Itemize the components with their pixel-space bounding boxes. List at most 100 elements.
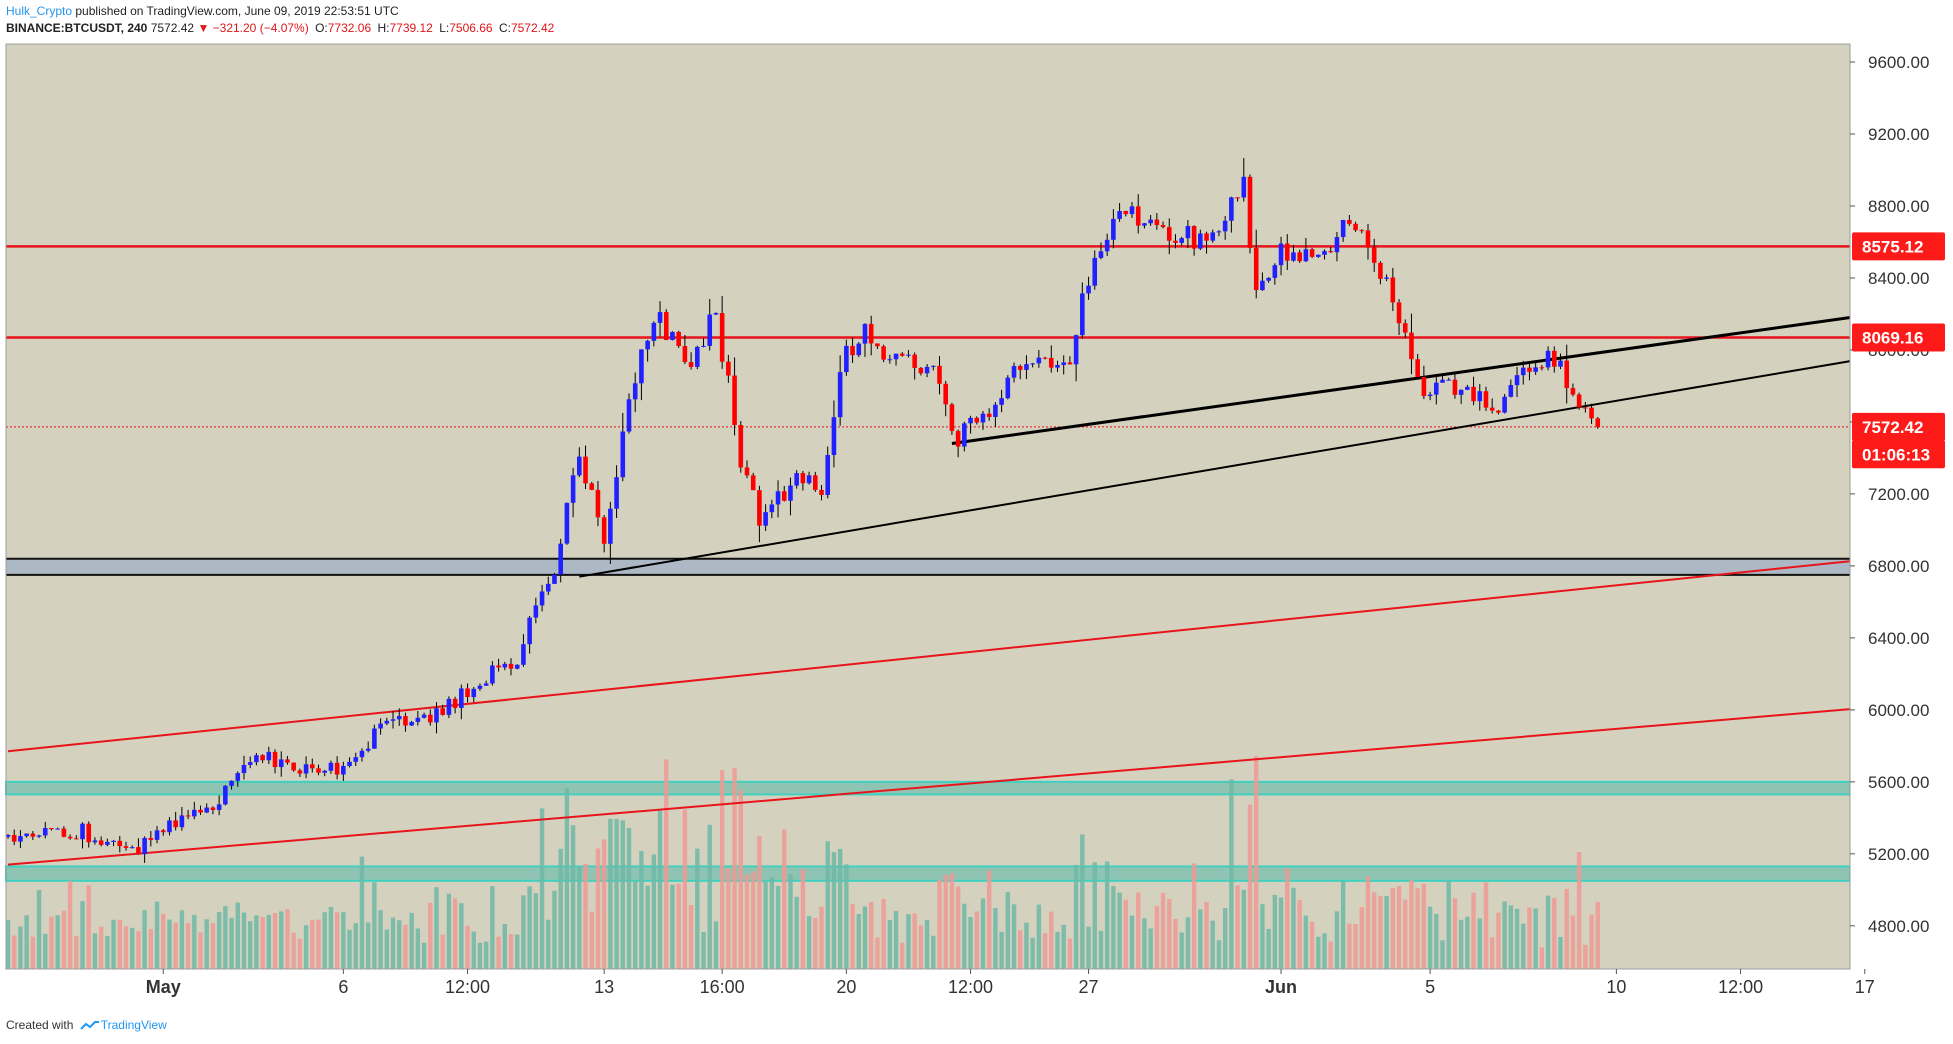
- y-tick-label: 7200.00: [1868, 485, 1929, 504]
- volume-bar: [1552, 897, 1557, 969]
- candle-body: [1222, 220, 1228, 232]
- candle-body: [111, 840, 116, 842]
- price-tags: 8575.12 8069.16 7572.42 01:06:13: [1852, 232, 1945, 469]
- candle: [813, 471, 818, 492]
- candle: [5, 834, 11, 839]
- candle: [1135, 194, 1141, 234]
- candle: [1154, 212, 1160, 230]
- trendlines-layer: [7, 305, 1928, 866]
- volume-bar: [440, 934, 445, 969]
- volume-bar: [1521, 923, 1526, 969]
- candle: [192, 801, 197, 820]
- candle-body: [614, 477, 619, 509]
- volume-bar: [434, 887, 439, 969]
- trendline-0[interactable]: [951, 305, 1928, 445]
- candle: [589, 481, 595, 491]
- volume-bar: [1260, 904, 1265, 969]
- candle: [695, 345, 700, 370]
- trendline-1[interactable]: [579, 347, 1928, 578]
- candle: [1160, 221, 1166, 229]
- volume-bar: [247, 921, 253, 969]
- candle-body: [813, 475, 818, 490]
- volume-bar: [192, 914, 197, 969]
- candle-body: [266, 751, 272, 761]
- author-link[interactable]: Hulk_Crypto: [6, 4, 73, 18]
- candle: [272, 749, 278, 774]
- volume-bar: [359, 856, 365, 969]
- volume-bar: [117, 919, 122, 969]
- candle: [378, 718, 383, 735]
- candle-body: [341, 765, 346, 775]
- candle: [1446, 377, 1452, 381]
- volume-bar: [682, 809, 688, 969]
- candle-body: [316, 768, 321, 773]
- volume-bar: [310, 919, 315, 969]
- candle: [86, 821, 92, 848]
- volume-bar: [49, 916, 54, 969]
- candle: [1539, 365, 1545, 371]
- candle-body: [309, 764, 315, 769]
- candle-body: [744, 467, 750, 476]
- candle-body: [577, 456, 582, 476]
- candle-body: [403, 716, 408, 726]
- trendline-2[interactable]: [7, 552, 1927, 753]
- candle-body: [974, 417, 980, 423]
- candle-body: [440, 708, 445, 715]
- candle: [359, 748, 365, 762]
- volume-bar: [1098, 930, 1104, 969]
- volume-bar: [1216, 940, 1222, 969]
- candle-body: [61, 828, 67, 837]
- volume-bar: [334, 912, 340, 969]
- candle-body: [962, 423, 967, 447]
- volume-bar: [1160, 892, 1166, 969]
- candle: [1173, 234, 1178, 249]
- time-axis[interactable]: May 6 12:00 13 16:00 20 12:00 27 Jun 5 10 12:00 17: [146, 969, 1875, 997]
- trendline-3[interactable]: [7, 701, 1927, 866]
- volume-band-zone-1: [5, 780, 1851, 796]
- candle-body: [297, 770, 303, 774]
- candle-body: [502, 663, 508, 668]
- ohlc-high-label: H:: [377, 21, 390, 35]
- candle-body: [881, 346, 886, 360]
- candle-body: [707, 314, 713, 346]
- candle-body: [788, 485, 793, 501]
- candle-body: [738, 424, 744, 468]
- last-price-text: 7572.42: [150, 21, 195, 35]
- candle-body: [160, 830, 166, 833]
- volume-bar: [1142, 918, 1147, 969]
- candle-body: [781, 491, 787, 501]
- candle: [1303, 237, 1309, 263]
- candle-body: [1465, 386, 1470, 390]
- volume-bar: [868, 901, 874, 969]
- candle-body: [86, 823, 92, 843]
- volume-bar: [92, 933, 98, 969]
- volume-bar: [303, 925, 309, 969]
- volume-bar: [229, 917, 234, 969]
- candle: [899, 352, 905, 357]
- candle: [781, 485, 787, 502]
- candle: [291, 762, 296, 772]
- volume-bar: [695, 848, 700, 969]
- candle: [1198, 229, 1203, 251]
- candle: [173, 811, 178, 831]
- candle-body: [396, 716, 402, 720]
- volume-bar: [813, 917, 818, 969]
- volume-bar: [365, 922, 371, 969]
- volume-bar: [1496, 912, 1501, 969]
- tradingview-brand-link[interactable]: TradingView: [100, 1018, 167, 1032]
- volume-bar: [1558, 936, 1563, 969]
- candle-body: [5, 834, 11, 837]
- candle-body: [1042, 357, 1048, 359]
- candle: [1434, 375, 1439, 405]
- volume-bar: [1340, 881, 1346, 969]
- candle: [142, 836, 147, 863]
- candle-body: [651, 322, 657, 341]
- candle-body: [800, 473, 806, 484]
- volume-bar: [1347, 923, 1352, 969]
- volume-bar: [477, 942, 483, 969]
- candle-body: [1098, 251, 1104, 258]
- candle: [552, 572, 557, 585]
- candle-body: [837, 372, 843, 418]
- candle-body: [701, 345, 706, 347]
